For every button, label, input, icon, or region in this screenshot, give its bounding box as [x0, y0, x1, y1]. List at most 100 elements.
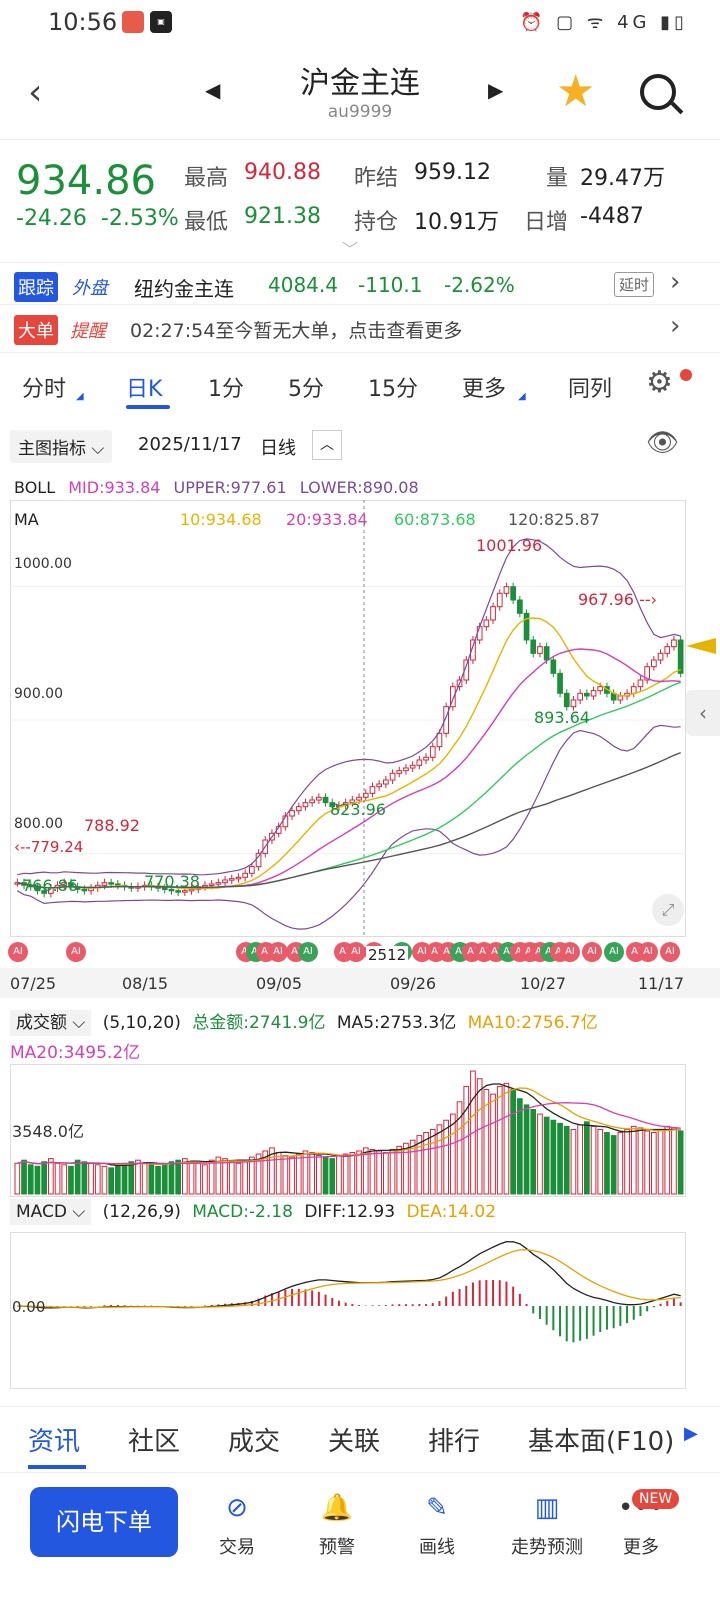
turnover-bar	[322, 1156, 329, 1195]
turnover-select[interactable]: 成交额 ⌵	[10, 1010, 92, 1036]
turnover-bar	[182, 1158, 188, 1195]
ai-marker[interactable]: AI	[638, 942, 658, 962]
candle	[530, 639, 537, 654]
chevron-right-icon[interactable]: ›	[670, 267, 681, 297]
big-order-badge: 大单	[14, 315, 58, 345]
more-tabs-icon[interactable]: ▶	[684, 1423, 698, 1444]
high-value: 940.88	[244, 160, 321, 185]
collapse-icon[interactable]: ︿	[312, 430, 342, 460]
tab-news[interactable]: 资讯	[28, 1427, 81, 1457]
x-tick: 11/17	[638, 974, 685, 993]
tab-ranking[interactable]: 排行	[428, 1427, 481, 1457]
turnover-bar	[101, 1165, 108, 1195]
candle	[249, 866, 255, 874]
boll-name: BOLL	[14, 478, 56, 497]
quote-panel[interactable]: 934.86 -24.26 -2.53% 最高 940.88 最低 921.38…	[0, 140, 720, 260]
turnover-bar	[188, 1161, 195, 1195]
turnover-bar	[48, 1158, 54, 1195]
open-interest-value: 10.91万	[414, 210, 499, 235]
star-icon[interactable]: ★	[556, 66, 596, 117]
turnover-bar	[577, 1124, 583, 1195]
tab-daily-k[interactable]: 日K	[126, 377, 163, 402]
tab-related[interactable]: 关联	[328, 1427, 381, 1457]
turnover-bar	[429, 1128, 436, 1195]
macd-params: (12,26,9)	[102, 1202, 181, 1222]
ai-marker[interactable]: AI	[8, 942, 28, 962]
turnover-legend: 成交额 ⌵ (5,10,20) 总金额:2741.9亿 MA5:2753.3亿 …	[10, 1008, 710, 1036]
prev-contract-icon[interactable]: ◀	[205, 78, 221, 102]
status-bar: 10:56 ▣ ⏰ ▢ ᯤ 4G ▮▯	[0, 0, 720, 44]
tab-15min[interactable]: 15分	[368, 377, 418, 402]
ai-marker[interactable]: AI	[582, 942, 602, 962]
trend-forecast-button[interactable]: ▥ 走势预测	[492, 1493, 602, 1559]
ai-marker[interactable]: AI	[660, 942, 680, 962]
candle	[356, 796, 362, 801]
tab-1min[interactable]: 1分	[208, 377, 244, 402]
turnover-bar	[389, 1148, 396, 1195]
chevron-down-icon[interactable]: ﹀	[342, 240, 359, 259]
turnover-bar	[54, 1162, 61, 1195]
turnover-bar	[135, 1159, 141, 1195]
candle	[617, 695, 624, 701]
tab-more[interactable]: 更多	[462, 377, 507, 402]
ai-marker[interactable]: AI	[560, 942, 580, 962]
tab-5min[interactable]: 5分	[288, 377, 324, 402]
macd-select[interactable]: MACD ⌵	[10, 1199, 92, 1225]
turnover-bar	[175, 1159, 181, 1195]
ai-marker[interactable]: AI	[346, 942, 366, 962]
ai-marker[interactable]: AI	[66, 942, 86, 962]
turnover-bar	[195, 1162, 202, 1195]
tab-same-column[interactable]: 同列	[568, 377, 613, 402]
turnover-bar	[584, 1121, 590, 1195]
turnover-bar	[423, 1132, 429, 1195]
macd-y-tick: 0.00	[12, 1298, 46, 1316]
tab-intraday[interactable]: 分时	[22, 377, 67, 402]
gear-icon[interactable]: ⚙	[646, 365, 673, 400]
candle	[470, 639, 476, 661]
ai-marker[interactable]: AI	[298, 942, 318, 962]
turnover-bar	[671, 1127, 677, 1195]
ai-marker[interactable]: AI	[604, 942, 624, 962]
bell-icon: 🔔	[320, 1493, 354, 1523]
turnover-bar	[14, 1162, 21, 1195]
alert-button[interactable]: 🔔 预警	[292, 1493, 382, 1559]
turnover-bar	[510, 1089, 516, 1195]
turnover-bar	[94, 1164, 101, 1195]
tab-trades[interactable]: 成交	[228, 1427, 281, 1457]
candle	[396, 770, 403, 774]
trade-button[interactable]: ⊘ 交易	[192, 1493, 282, 1559]
big-order-alert-row[interactable]: 大单 提醒 02:27:54至今暂无大单，点击查看更多 ›	[0, 304, 720, 350]
main-indicator-select[interactable]: 主图指标 ⌵	[10, 430, 113, 463]
next-contract-icon[interactable]: ▶	[488, 78, 504, 102]
eye-icon[interactable]: 👁	[646, 428, 680, 458]
tab-fundamentals[interactable]: 基本面(F10)	[528, 1427, 675, 1457]
draw-button[interactable]: ✎ 画线	[392, 1493, 482, 1559]
fullscreen-icon[interactable]: ⤢	[652, 894, 684, 926]
candle	[168, 888, 175, 892]
tab-community[interactable]: 社区	[128, 1427, 181, 1457]
macd-chart[interactable]	[10, 1232, 690, 1390]
back-icon[interactable]: ‹	[28, 72, 43, 113]
ma20-value: 20:933.84	[286, 510, 368, 529]
turnover-bar	[563, 1125, 570, 1195]
turnover-bar	[115, 1164, 121, 1195]
candle	[108, 882, 114, 885]
turnover-bar	[74, 1159, 81, 1195]
foreign-ticker-row[interactable]: 跟踪 外盘 纽约金主连 4084.4 -110.1 -2.62% 延时 ›	[0, 262, 720, 304]
turnover-bar	[316, 1155, 322, 1195]
turnover-bar	[228, 1161, 235, 1195]
k-line-chart[interactable]	[10, 500, 690, 940]
side-panel-handle[interactable]: ‹	[686, 690, 720, 736]
candle	[584, 692, 590, 697]
turnover-bar	[148, 1164, 155, 1195]
ai-marker[interactable]: AI	[268, 942, 288, 962]
turnover-bar	[362, 1147, 369, 1195]
chevron-right-icon[interactable]: ›	[670, 311, 681, 341]
ma-legend: MA 10:934.68 20:933.84 60:873.68 120:825…	[14, 510, 694, 529]
turnover-chart[interactable]	[10, 1064, 690, 1198]
flash-order-button[interactable]: 闪电下单	[30, 1487, 178, 1557]
prev-settle-label: 昨结	[354, 166, 399, 191]
search-icon[interactable]	[640, 74, 676, 110]
turnover-bar	[262, 1150, 269, 1195]
ma-name: MA	[14, 510, 39, 529]
